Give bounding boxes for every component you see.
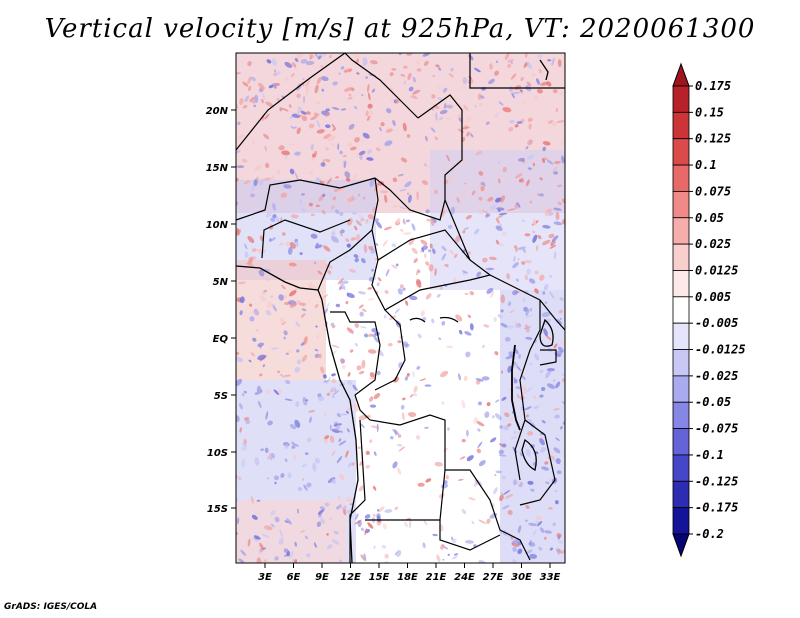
longitude-axis: 3E 6E 9E 12E 15E 18E 21E 24E 27E 30E 33E	[258, 563, 561, 583]
colorbar-label: -0.0125	[695, 343, 746, 357]
colorbar-label: -0.025	[695, 369, 738, 383]
lon-label: 6E	[287, 572, 301, 583]
lon-label: 12E	[340, 572, 361, 583]
map-frame	[235, 52, 566, 564]
colorbar-label: 0.075	[695, 184, 731, 198]
colorbar-bin	[672, 191, 690, 219]
colorbar-top-arrow	[672, 62, 690, 87]
lat-label: 10S	[207, 448, 228, 459]
colorbar-label: -0.2	[695, 527, 724, 541]
lon-label: 27E	[483, 572, 504, 583]
colorbar-label: 0.05	[695, 211, 724, 225]
colorbar-label: -0.075	[695, 422, 738, 436]
lon-label: 33E	[540, 572, 561, 583]
colorbar: 0.175 0.15 0.125 0.1 0.075 0.05 0.025 0.0125 0.0…	[672, 62, 746, 558]
colorbar-label: -0.05	[695, 395, 731, 409]
lon-label: 9E	[315, 572, 329, 583]
colorbar-label: 0.0125	[695, 264, 738, 278]
lat-label: EQ	[213, 334, 229, 345]
colorbar-label: 0.15	[695, 105, 724, 119]
colorbar-bin	[672, 401, 690, 429]
colorbar-bin	[672, 296, 690, 324]
chart-title: Vertical velocity [m/s] at 925hPa, VT: 2…	[44, 14, 756, 44]
colorbar-bin	[672, 480, 690, 509]
lat-label: 15N	[206, 163, 229, 174]
lat-label: 15S	[207, 504, 228, 515]
colorbar-bin	[672, 375, 690, 403]
colorbar-bin	[672, 164, 690, 192]
colorbar-bottom-arrow	[672, 533, 690, 558]
colorbar-label: 0.1	[695, 158, 717, 172]
colorbar-bin	[672, 138, 690, 166]
lon-label: 30E	[511, 572, 532, 583]
colorbar-bin	[672, 454, 690, 482]
colorbar-label: 0.125	[695, 132, 731, 146]
lat-label: 20N	[206, 106, 229, 117]
lon-label: 18E	[397, 572, 418, 583]
colorbar-label: 0.025	[695, 237, 731, 251]
colorbar-label: 0.005	[695, 290, 731, 304]
lat-label: 5N	[213, 277, 229, 288]
velocity-field	[236, 53, 565, 563]
colorbar-label: 0.175	[695, 79, 731, 93]
colorbar-bin	[672, 217, 690, 245]
grads-credit: GrADS: IGES/COLA	[4, 602, 98, 612]
lon-label: 21E	[426, 572, 447, 583]
colorbar-label: -0.175	[695, 501, 738, 515]
colorbar-bin	[672, 85, 690, 113]
colorbar-bin	[672, 322, 690, 350]
lat-label: 5S	[214, 391, 228, 402]
coastlines	[235, 59, 554, 564]
lon-label: 24E	[454, 572, 475, 583]
lat-label: 10N	[206, 220, 229, 231]
colorbar-bin	[672, 270, 690, 298]
colorbar-label: -0.125	[695, 474, 738, 488]
colorbar-bin	[672, 349, 690, 377]
colorbar-label: -0.1	[695, 448, 724, 462]
country-borders	[235, 52, 566, 563]
colorbar-bin	[672, 507, 690, 535]
lon-label: 3E	[258, 572, 272, 583]
colorbar-bin	[672, 428, 690, 456]
lon-label: 15E	[369, 572, 390, 583]
colorbar-bin	[672, 111, 690, 140]
colorbar-bin	[672, 243, 690, 271]
colorbar-label: -0.005	[695, 316, 738, 330]
latitude-axis: 20N 15N 10N 5N EQ 5S 10S 15S	[206, 106, 236, 515]
